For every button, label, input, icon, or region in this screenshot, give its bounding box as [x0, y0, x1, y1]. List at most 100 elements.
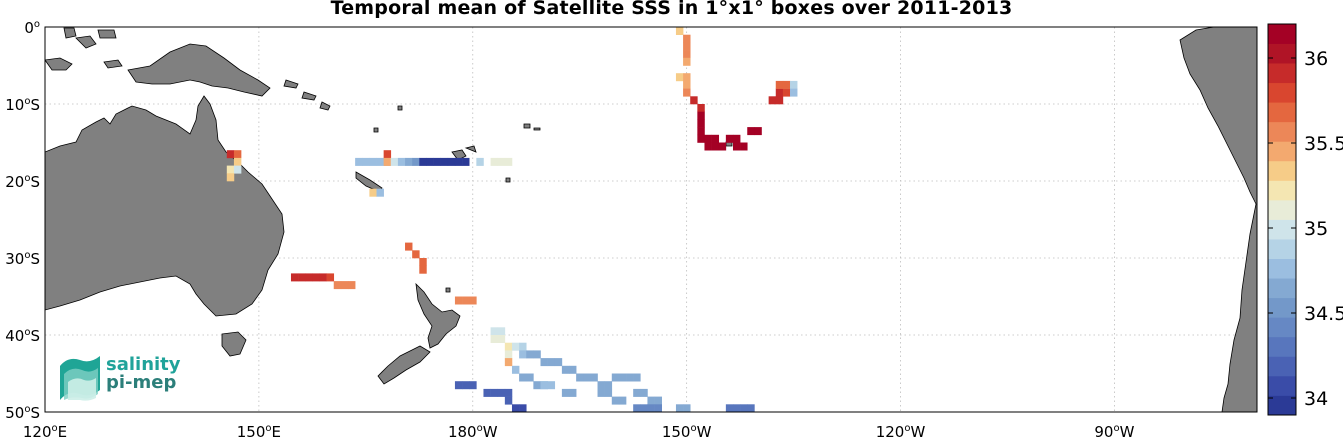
y-tick-label: 30oS: [5, 250, 40, 268]
x-tick-label: 120oW: [876, 423, 926, 438]
sss-cell: [725, 404, 734, 412]
sss-cell: [633, 388, 641, 397]
sss-cell: [597, 388, 605, 397]
sss-cell: [383, 157, 392, 166]
sss-cell: [511, 404, 520, 412]
sss-cell: [561, 388, 570, 397]
sss-cell: [740, 142, 748, 151]
sss-cell: [433, 157, 441, 166]
sss-cell: [462, 296, 470, 305]
fiji-islands: [451, 145, 477, 161]
sss-cell: [497, 335, 506, 343]
x-tick-labels: 120oE 150oE 180oW 150oW 120oW 90oW: [23, 423, 1135, 438]
sss-cell: [419, 258, 427, 266]
sss-cell: [654, 396, 662, 405]
sss-cells: [226, 27, 798, 412]
sss-cell: [519, 342, 527, 351]
x-tick-label: 180oW: [448, 423, 498, 438]
sss-cell: [576, 373, 584, 382]
sss-cell: [690, 96, 698, 105]
sss-cell: [775, 80, 784, 89]
salinity-pi-mep-logo: salinity pi-mep: [58, 352, 198, 402]
sss-cell: [725, 134, 734, 143]
land-masses: [45, 27, 1257, 412]
logo-line1: salinity: [106, 354, 181, 375]
map-title: Temporal mean of Satellite SSS in 1°x1° …: [330, 0, 1013, 19]
sss-cell: [497, 388, 506, 397]
sss-cell: [597, 381, 605, 390]
sss-cell: [697, 119, 705, 128]
sss-cell: [469, 381, 477, 390]
sss-cell: [747, 127, 755, 136]
sss-cell: [683, 57, 691, 66]
axes-frame: [44, 26, 1258, 413]
sss-cell: [782, 80, 791, 89]
sss-cell: [319, 273, 327, 282]
sss-cell: [454, 296, 463, 305]
sss-cell: [419, 265, 427, 274]
sss-cell: [497, 327, 506, 336]
sss-cell: [348, 281, 356, 290]
sss-cell: [704, 134, 712, 143]
sss-cell: [754, 127, 762, 136]
colorbar-swatch: [1268, 102, 1296, 123]
sss-cell: [298, 273, 306, 282]
sss-cell: [732, 142, 741, 151]
sss-cell: [504, 388, 513, 397]
sss-cell: [547, 358, 556, 367]
sss-cell: [697, 127, 705, 136]
sss-cell: [561, 365, 570, 374]
sss-cell: [647, 404, 655, 412]
sss-cell: [683, 42, 691, 51]
sss-cell: [647, 396, 655, 405]
sss-cell: [683, 404, 691, 412]
x-tick-label: 90oW: [1094, 423, 1134, 438]
y-tick-labels: 0o 10oS 20oS 30oS 40oS 50oS: [5, 19, 40, 422]
sss-cell: [226, 150, 235, 159]
sss-cell: [233, 157, 242, 166]
sss-cell: [369, 157, 377, 166]
colorbar-swatch: [1268, 297, 1296, 318]
sss-cell: [675, 73, 684, 82]
solomon-islands: [283, 79, 331, 111]
tasmania-landmass: [221, 331, 247, 357]
sss-cell: [490, 327, 499, 336]
sss-cell: [519, 350, 527, 359]
indonesia-islands: [45, 27, 123, 71]
colorbar-swatch: [1268, 43, 1296, 64]
sss-cell: [497, 157, 506, 166]
sss-cell: [683, 73, 691, 82]
south-america-landmass: [1179, 27, 1257, 412]
sss-cell: [675, 27, 684, 35]
sss-cell: [326, 273, 335, 282]
sss-cell: [419, 157, 427, 166]
sss-cell: [683, 34, 691, 43]
sss-cell: [504, 396, 513, 405]
colorbar-tick-label: 34: [1304, 388, 1328, 410]
sss-cell: [618, 396, 627, 405]
sss-cell: [233, 150, 242, 159]
colorbar-swatch: [1268, 356, 1296, 377]
small-islands: [373, 105, 733, 293]
sss-cell: [490, 335, 499, 343]
sss-cell: [519, 373, 527, 382]
sss-cell: [490, 157, 499, 166]
sss-cell: [633, 404, 641, 412]
sss-cell: [604, 388, 613, 397]
sss-cell: [519, 404, 527, 412]
sss-cell: [312, 273, 320, 282]
colorbar-tick-label: 34.5: [1304, 303, 1343, 325]
sss-cell: [732, 404, 741, 412]
colorbar-tick-label: 36: [1304, 48, 1328, 70]
sss-cell: [469, 296, 477, 305]
sss-cell: [533, 350, 541, 359]
x-tick-label: 150oE: [237, 423, 281, 438]
sss-cell: [376, 157, 384, 166]
sss-cell: [654, 404, 662, 412]
sss-cell: [640, 404, 648, 412]
sss-cell: [790, 80, 798, 89]
sss-cell: [533, 381, 541, 390]
sss-cell: [540, 358, 548, 367]
sss-cell: [376, 188, 384, 197]
